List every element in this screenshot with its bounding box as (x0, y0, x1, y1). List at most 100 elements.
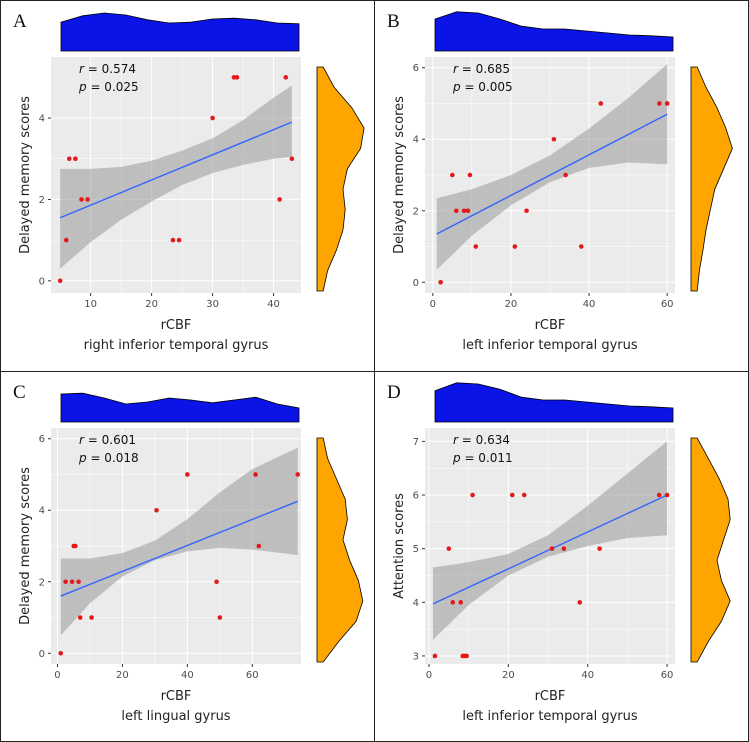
y-tick-label: 5 (413, 544, 419, 555)
data-point (63, 579, 68, 585)
stat-r: r = 0.634 (453, 433, 510, 447)
data-point (210, 115, 215, 121)
x-tick-label: 0 (426, 670, 432, 681)
x-tick-label: 60 (661, 299, 674, 310)
stat-r-value: = 0.634 (458, 433, 510, 447)
x-axis-subtitle: left inferior temporal gyrus (462, 709, 638, 724)
y-axis-title: Attention scores (392, 493, 407, 599)
data-point (577, 600, 583, 605)
data-point (551, 136, 557, 142)
data-point (597, 546, 602, 551)
side-density-plot (316, 66, 365, 292)
stat-r-value: = 0.601 (84, 433, 136, 447)
stat-p: p = 0.005 (452, 80, 513, 94)
data-point (176, 237, 182, 243)
y-tick-label: 4 (413, 135, 419, 146)
stat-p: p = 0.011 (452, 451, 513, 465)
data-point (450, 600, 456, 605)
x-tick-label: 10 (84, 299, 97, 310)
confidence-band (60, 85, 292, 269)
stat-p-value: = 0.011 (461, 451, 513, 465)
data-point (73, 156, 78, 162)
stat-r-symbol: r (79, 433, 85, 447)
data-point (512, 244, 518, 249)
data-point (664, 492, 670, 498)
x-tick-label: 20 (502, 670, 515, 681)
side-density-plot (690, 437, 731, 663)
data-point (170, 237, 176, 243)
x-axis-title: rCBF (161, 318, 192, 333)
x-tick-label: 0 (54, 670, 60, 681)
data-point (438, 279, 443, 285)
x-axis-title: rCBF (535, 318, 566, 333)
regression-line (60, 500, 299, 597)
x-tick-label: 60 (246, 670, 259, 681)
stat-p-value: = 0.025 (87, 80, 139, 94)
data-point (277, 197, 282, 202)
stat-p-symbol: p (452, 80, 461, 94)
data-point (76, 579, 81, 585)
stat-r-symbol: r (453, 433, 459, 447)
data-point (453, 208, 459, 214)
top-density-plot (60, 392, 300, 423)
data-point (465, 208, 471, 214)
y-tick-label: 7 (413, 437, 419, 448)
data-point (256, 543, 262, 549)
data-point (464, 653, 469, 659)
data-point (578, 244, 584, 249)
x-tick-label: 20 (116, 670, 129, 681)
stat-r-value: = 0.685 (458, 62, 510, 76)
regression-line (59, 121, 293, 219)
data-point (563, 172, 568, 178)
x-tick-label: 30 (206, 299, 219, 310)
x-tick-label: 40 (583, 299, 596, 310)
x-tick-label: 40 (267, 299, 280, 310)
data-point (57, 278, 63, 284)
panel-c: C 0 20 40 60 0 2 4 6 r = 0.601 p = 0.018 rCBF left l… (0, 371, 375, 742)
data-point (283, 75, 289, 80)
side-density-plot (316, 437, 364, 663)
data-point (656, 492, 662, 498)
side-density-plot (690, 66, 733, 292)
data-point (473, 244, 479, 249)
data-point (510, 492, 515, 498)
data-point (524, 208, 529, 214)
stat-p-symbol: p (452, 451, 461, 465)
x-axis-subtitle: left inferior temporal gyrus (462, 338, 638, 353)
data-point (214, 579, 219, 585)
data-point (450, 172, 455, 178)
y-tick-label: 0 (39, 649, 45, 660)
data-point (521, 492, 527, 498)
top-density-plot (434, 382, 674, 423)
data-point (549, 546, 555, 551)
y-tick-label: 2 (39, 577, 45, 588)
stat-p-symbol: p (78, 451, 87, 465)
stat-r-symbol: r (79, 62, 85, 76)
panel-b: B 0 20 40 60 0 2 4 6 r = 0.685 p = 0.005 rCBF left i… (374, 0, 749, 372)
data-point (69, 579, 75, 585)
stat-p-value: = 0.018 (87, 451, 139, 465)
data-point (85, 197, 90, 202)
x-tick-label: 20 (505, 299, 518, 310)
data-point (446, 546, 452, 551)
y-tick-label: 6 (413, 63, 419, 74)
x-axis-subtitle: right inferior temporal gyrus (84, 338, 269, 353)
x-tick-label: 40 (581, 670, 594, 681)
data-point (73, 543, 78, 549)
data-point (185, 472, 190, 477)
data-point (253, 472, 258, 477)
data-point (467, 172, 473, 178)
x-axis-title: rCBF (161, 689, 192, 704)
data-point (657, 101, 662, 106)
x-tick-label: 40 (181, 670, 194, 681)
data-point (79, 197, 84, 202)
y-tick-label: 0 (413, 278, 419, 289)
y-tick-label: 3 (413, 651, 419, 662)
data-point (664, 101, 670, 106)
stat-p: p = 0.025 (78, 80, 139, 94)
data-point (154, 507, 159, 513)
panel-a: A 10 20 30 40 0 2 4 r = 0.574 p = 0.025 rCBF right … (0, 0, 375, 372)
data-point (89, 615, 94, 620)
y-tick-label: 0 (39, 276, 45, 287)
stat-p-value: = 0.005 (461, 80, 513, 94)
